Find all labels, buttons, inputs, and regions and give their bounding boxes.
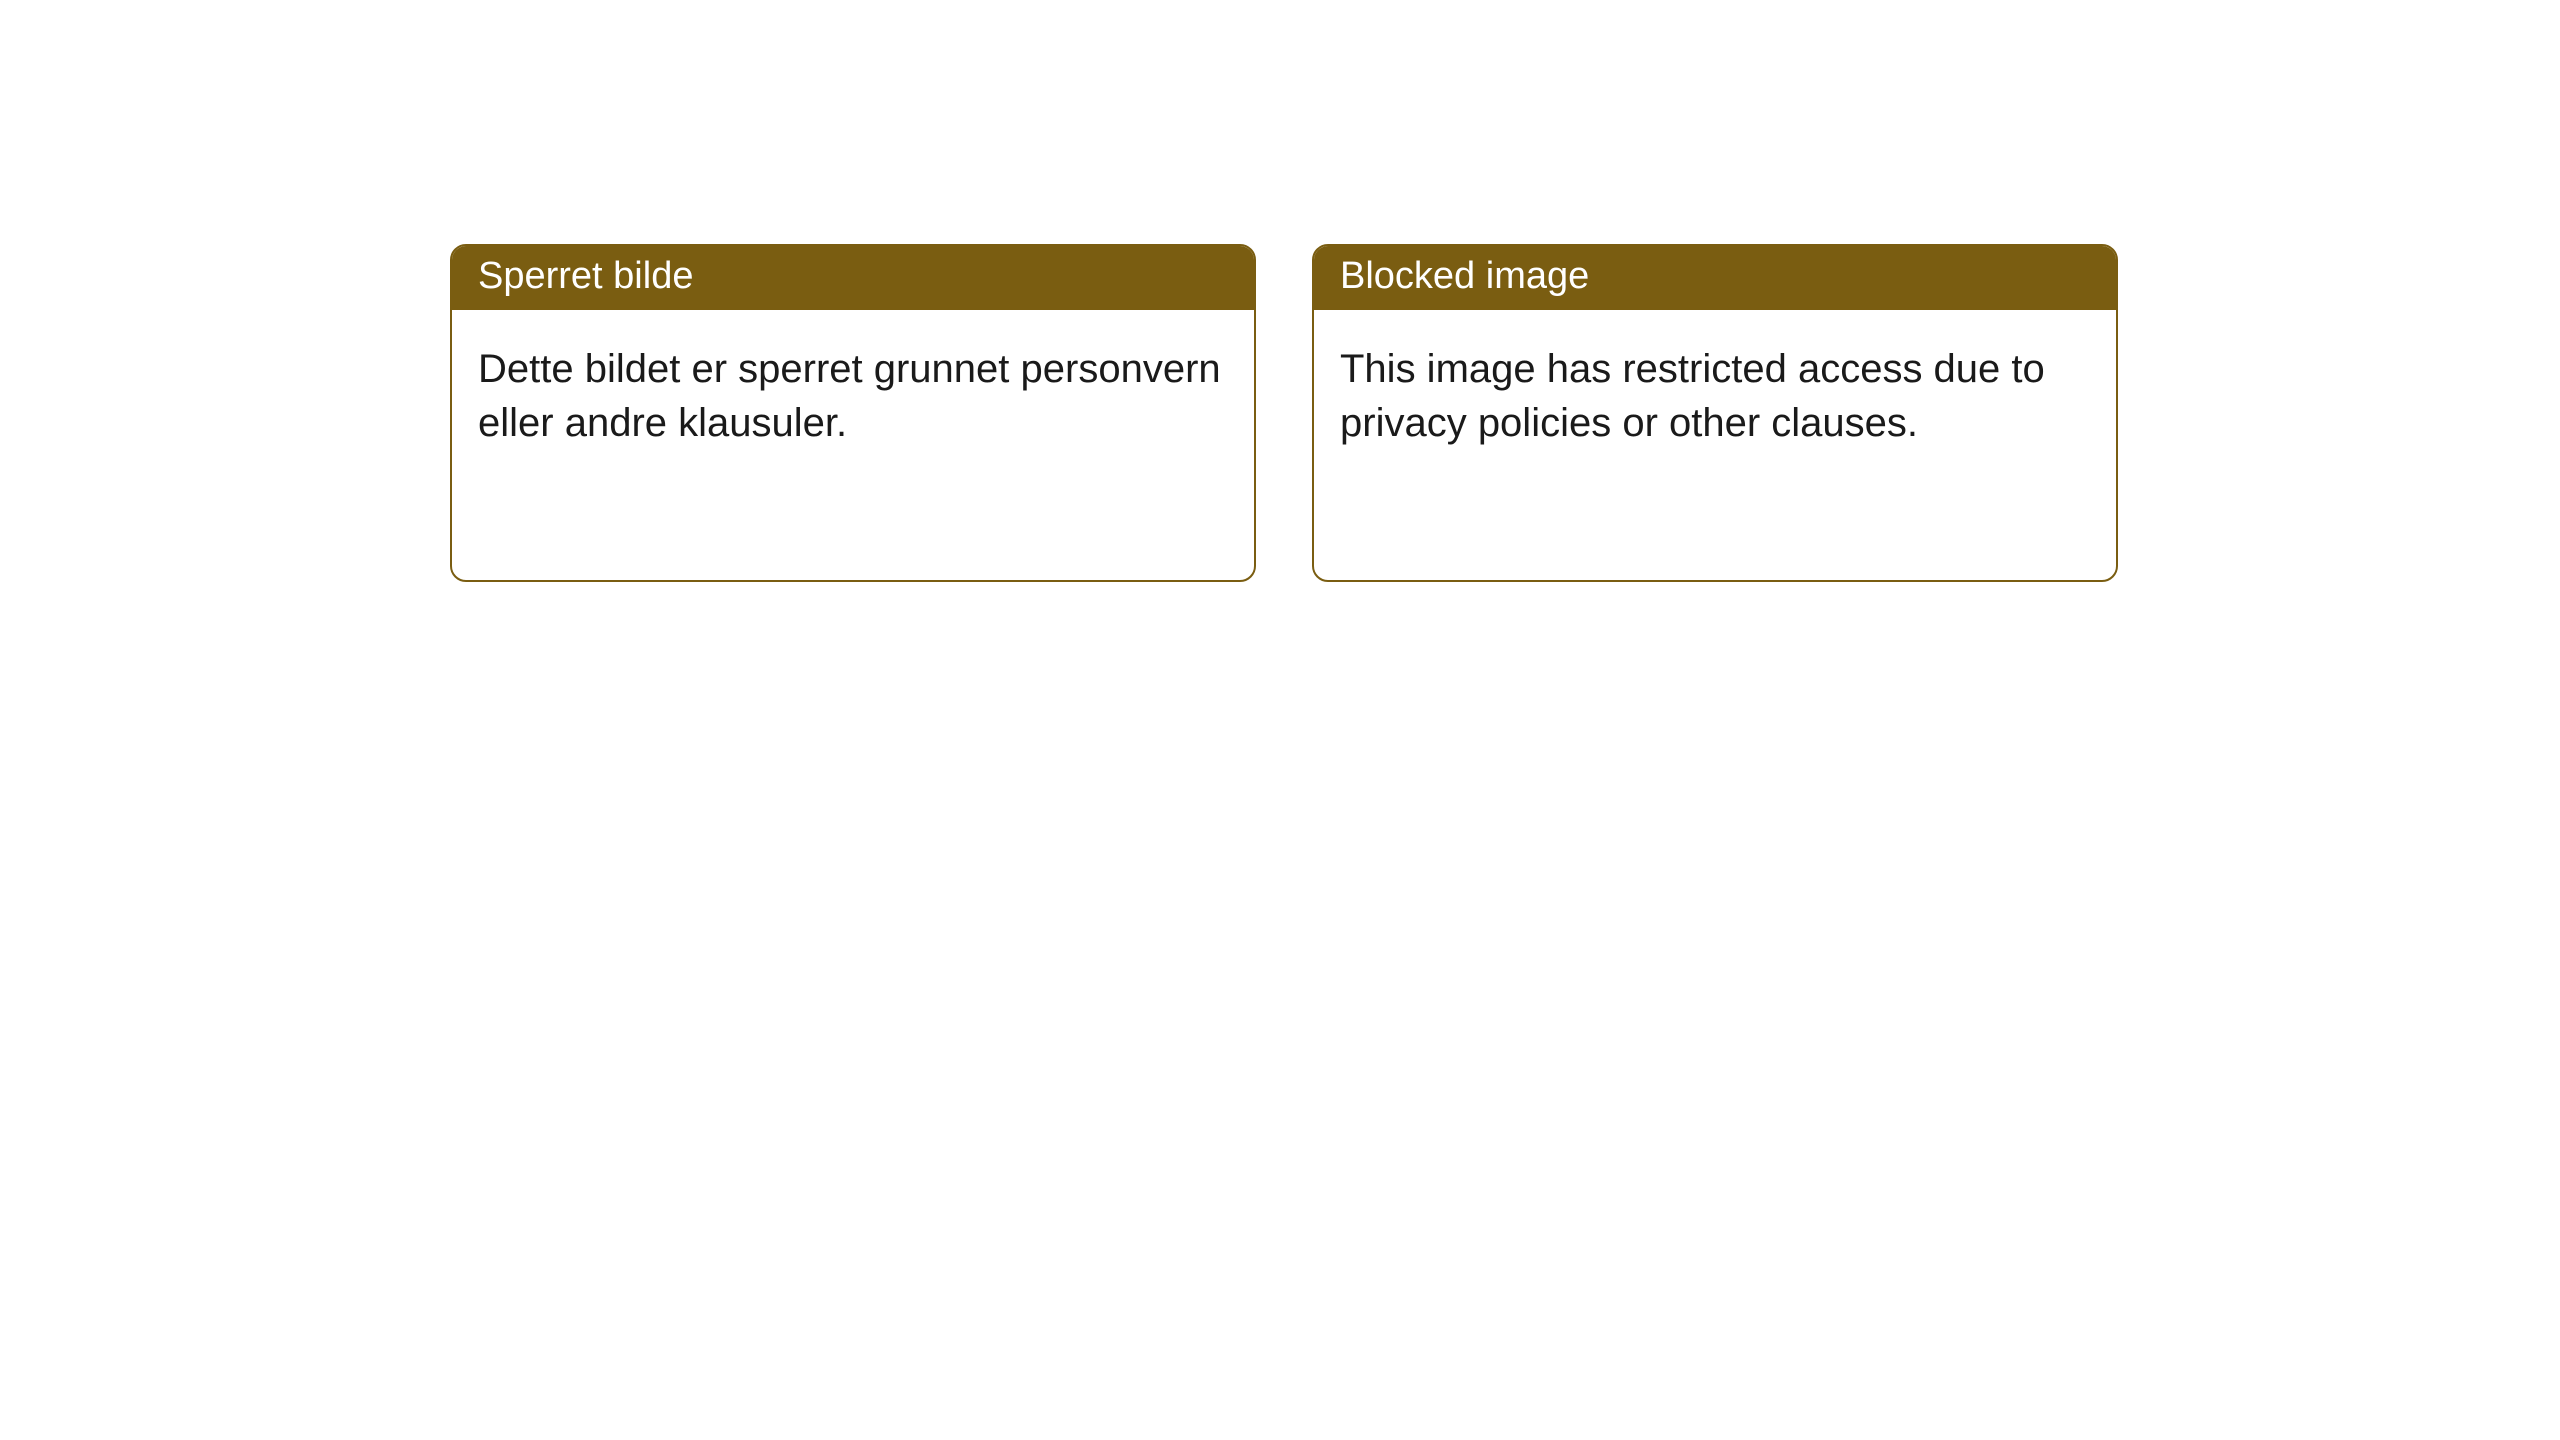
notice-title-norwegian: Sperret bilde — [452, 246, 1254, 310]
notice-card-english: Blocked image This image has restricted … — [1312, 244, 2118, 582]
notice-card-norwegian: Sperret bilde Dette bildet er sperret gr… — [450, 244, 1256, 582]
notice-body-norwegian: Dette bildet er sperret grunnet personve… — [452, 310, 1254, 580]
notice-title-english: Blocked image — [1314, 246, 2116, 310]
notice-body-english: This image has restricted access due to … — [1314, 310, 2116, 580]
notice-container: Sperret bilde Dette bildet er sperret gr… — [0, 0, 2560, 582]
